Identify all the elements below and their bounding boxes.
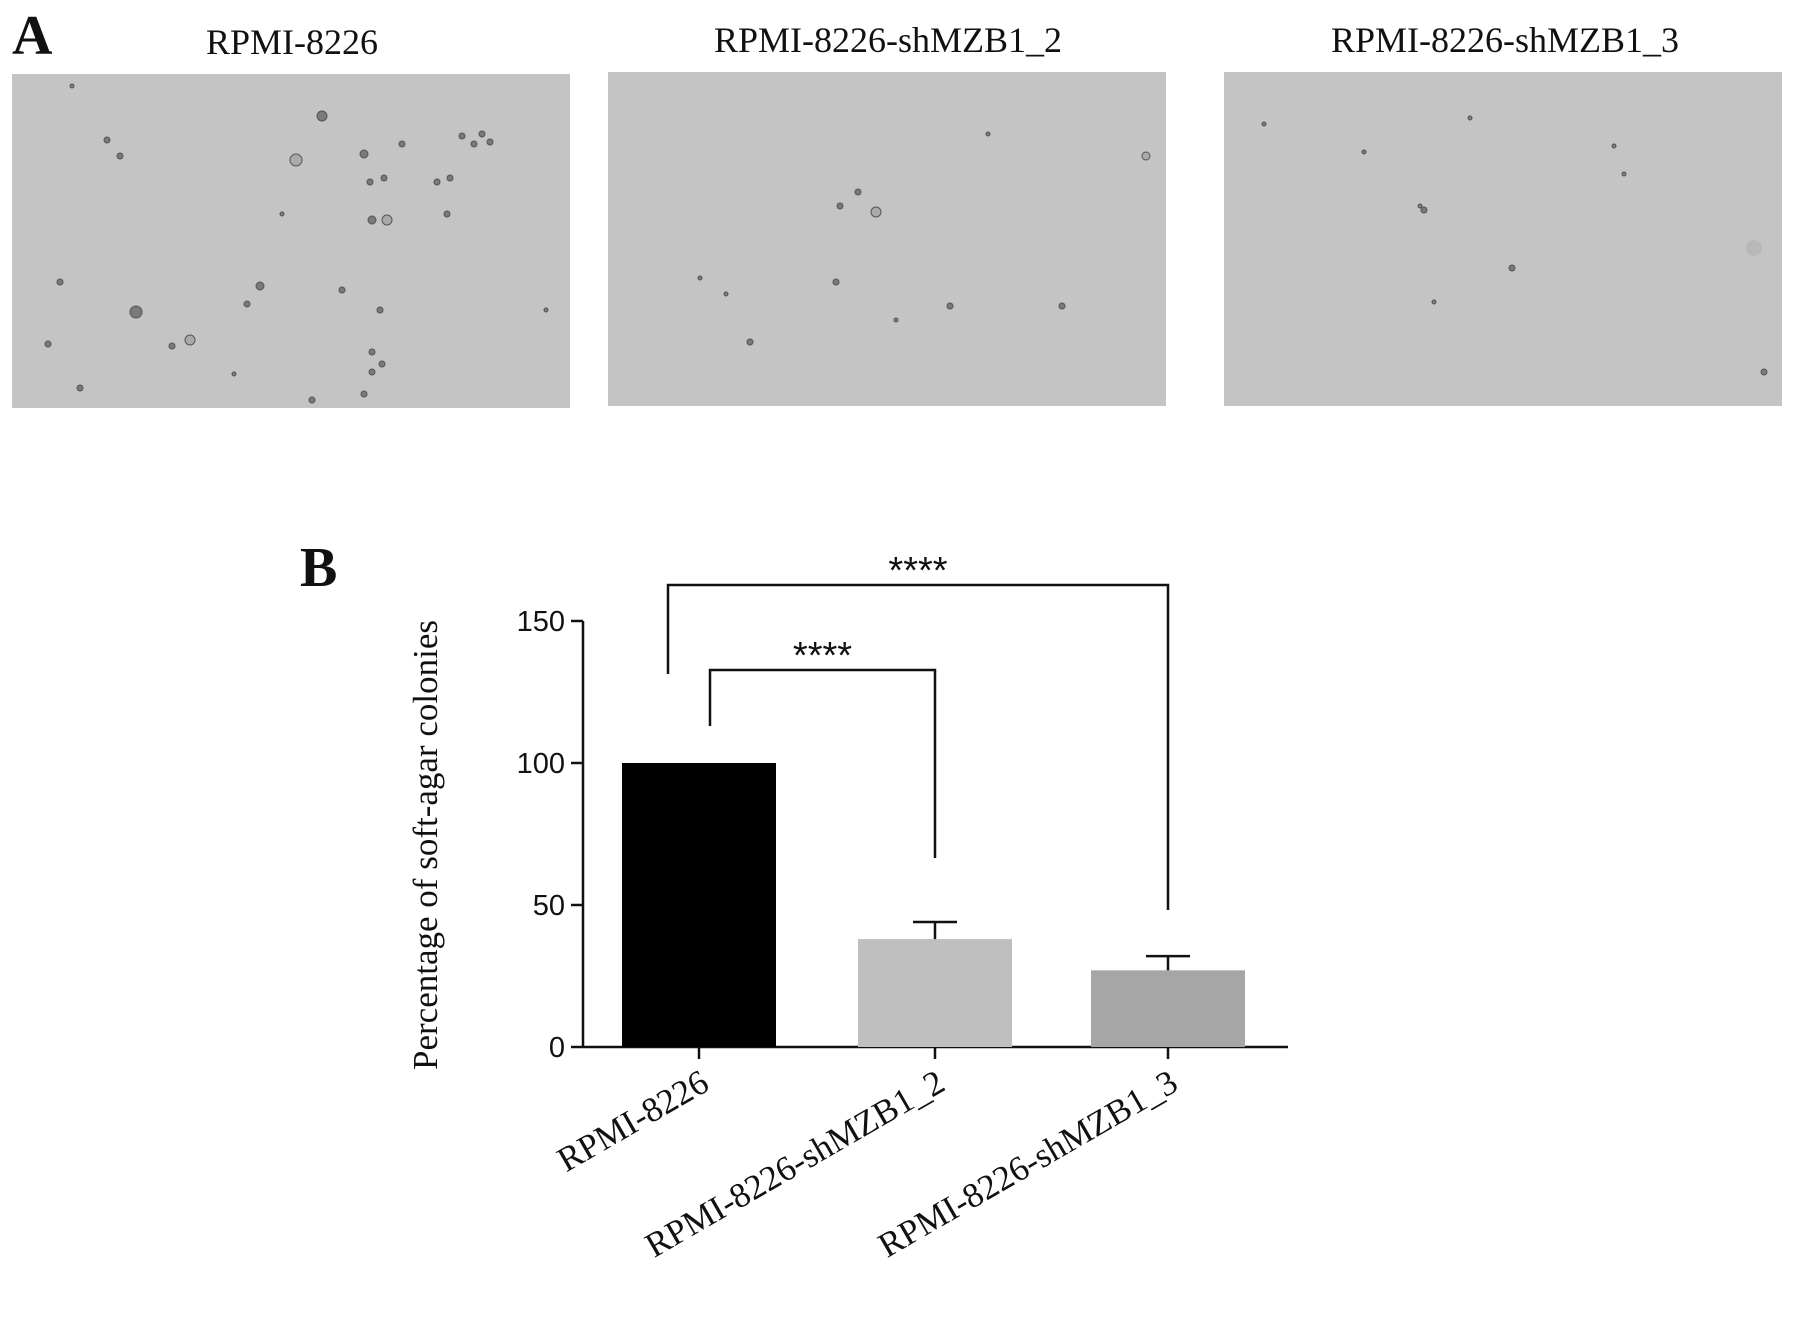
bar-1: [622, 763, 776, 1047]
panel-a-letter: A: [12, 5, 53, 67]
panel-b-letter: B: [300, 537, 338, 599]
micrograph-cells: [44, 83, 549, 404]
y-tick-label: 0: [549, 1032, 565, 1064]
significance-label: ****: [888, 550, 947, 592]
y-tick-label: 150: [517, 606, 565, 638]
y-tick-label: 50: [533, 890, 565, 922]
y-axis-label: Percentage of soft-agar colonies: [406, 620, 445, 1070]
significance-bracket: [666, 583, 1170, 910]
micro-title-2: RPMI-8226-shMZB1_2: [713, 20, 1063, 60]
micrograph-rpmi-8226-shmzb1-3: [1224, 72, 1782, 406]
significance-bracket: [708, 668, 937, 858]
y-tick-label: 100: [517, 748, 565, 780]
micro-title-1: RPMI-8226: [205, 22, 379, 62]
micrograph-rpmi-8226-shmzb1-2: [608, 72, 1166, 406]
bar-3: [1091, 970, 1245, 1047]
micrograph-cells: [697, 131, 1151, 346]
significance-label: ****: [793, 635, 852, 677]
micro-title-3: RPMI-8226-shMZB1_3: [1330, 20, 1680, 60]
micrograph-cells: [1261, 115, 1768, 376]
bar-2: [858, 939, 1012, 1047]
micrograph-rpmi-8226: [12, 74, 570, 408]
x-category-label: RPMI-8226: [551, 1062, 715, 1179]
